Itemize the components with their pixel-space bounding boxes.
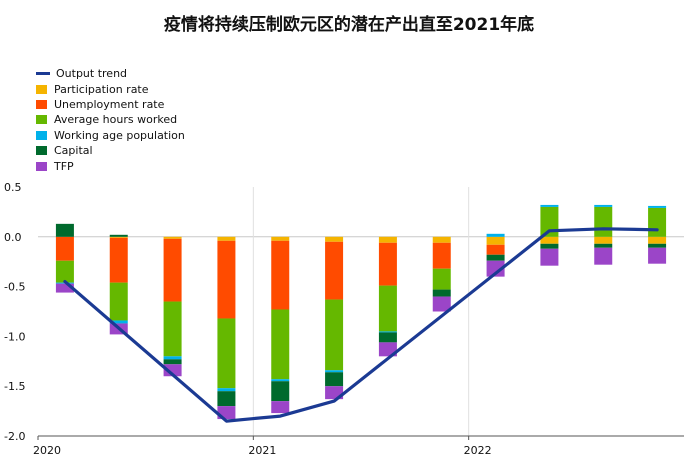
bar-segment-unemployment-rate (109, 237, 128, 283)
y-tick-label: 0.5 (4, 181, 22, 194)
bar-segment-capital (271, 381, 290, 402)
bar-segment-capital (378, 332, 397, 343)
bar-segment-capital (109, 234, 128, 237)
bar-segment-average-hours-worked (594, 206, 613, 237)
chart-legend: Output trend Participation rate Unemployme… (36, 66, 185, 174)
bar-segment-participation-rate (163, 236, 182, 239)
bar-segment-participation-rate (432, 236, 451, 243)
bar-segment-tfp (648, 247, 667, 264)
legend-item: Average hours worked (36, 112, 185, 127)
bar-segment-tfp (594, 247, 613, 265)
legend-label: Working age population (54, 128, 185, 142)
bar-segment-capital (648, 243, 667, 248)
x-tick-label: 2022 (464, 444, 492, 457)
y-tick-label: -2.0 (4, 430, 25, 443)
bar-segment-working-age-population (217, 388, 236, 392)
bar-segment-participation-rate (271, 236, 290, 241)
bar-segment-working-age-population (486, 233, 505, 237)
bar-segment-working-age-population (378, 331, 397, 333)
legend-item: Participation rate (36, 81, 185, 96)
output-trend-line (63, 227, 659, 423)
bar-segment-working-age-population (325, 370, 344, 373)
bar-segment-tfp (271, 401, 290, 414)
bar-segment-capital (486, 254, 505, 261)
bar-segment-participation-rate (594, 236, 613, 244)
legend-line-swatch (36, 72, 50, 76)
bar-segment-capital (163, 359, 182, 365)
bar-segment-average-hours-worked (271, 309, 290, 380)
legend-color-swatch (36, 130, 47, 140)
bar-segment-average-hours-worked (109, 282, 128, 321)
bar-segment-working-age-population (109, 320, 128, 324)
bar-segment-capital (432, 289, 451, 297)
legend-item: TFP (36, 158, 185, 173)
legend-label: Average hours worked (54, 113, 178, 127)
bar-segment-participation-rate (325, 236, 344, 242)
y-tick-label: -1.5 (4, 380, 25, 393)
legend-item: Output trend (36, 66, 185, 81)
bar-segment-unemployment-rate (325, 241, 344, 300)
legend-label: Capital (54, 144, 93, 158)
bar-segment-average-hours-worked (325, 299, 344, 371)
legend-color-swatch (36, 84, 47, 94)
x-tick-label: 2021 (248, 444, 276, 457)
bar-segment-tfp (55, 283, 74, 293)
x-tick-label: 2020 (33, 444, 61, 457)
legend-color-swatch (36, 99, 47, 109)
bar-segment-tfp (432, 296, 451, 312)
bar-segment-capital (325, 372, 344, 387)
bar-segment-unemployment-rate (432, 242, 451, 269)
bar-segment-participation-rate (540, 236, 559, 244)
legend-item: Working age population (36, 128, 185, 143)
bar-segment-participation-rate (648, 236, 667, 244)
legend-color-swatch (36, 115, 47, 125)
bar-segment-working-age-population (648, 205, 667, 208)
bar-segment-unemployment-rate (378, 242, 397, 286)
bar-segment-participation-rate (378, 236, 397, 243)
bar-segment-tfp (163, 364, 182, 377)
bar-segment-capital (55, 223, 74, 237)
bar-segment-working-age-population (540, 204, 559, 207)
y-tick-label: -0.5 (4, 281, 25, 294)
bar-segment-average-hours-worked (432, 268, 451, 290)
bar-segment-capital (594, 243, 613, 248)
bar-segment-unemployment-rate (55, 236, 74, 261)
bar-segment-capital (217, 391, 236, 407)
bar-segment-average-hours-worked (378, 285, 397, 332)
legend-item: Capital (36, 143, 185, 158)
bar-segment-unemployment-rate (217, 240, 236, 319)
legend-item: Unemployment rate (36, 97, 185, 112)
bar-segment-working-age-population (594, 204, 613, 207)
bar-segment-unemployment-rate (163, 238, 182, 302)
bar-segment-unemployment-rate (486, 244, 505, 255)
chart-title: 疫情将持续压制欧元区的潜在产出直至2021年底 (163, 15, 535, 35)
bar-segment-tfp (486, 260, 505, 277)
bar-segment-participation-rate (486, 236, 505, 245)
legend-label: Output trend (56, 67, 128, 81)
bar-segment-average-hours-worked (217, 318, 236, 389)
bar-segment-average-hours-worked (55, 260, 74, 283)
bar-segment-participation-rate (109, 236, 128, 238)
bar-segment-working-age-population (271, 379, 290, 382)
y-tick-label: -1.0 (4, 330, 25, 343)
legend-label: TFP (54, 159, 74, 173)
bar-segment-unemployment-rate (271, 240, 290, 310)
bar-segment-tfp (378, 342, 397, 357)
bar-segment-capital (540, 243, 559, 249)
bar-segment-tfp (540, 248, 559, 266)
legend-color-swatch (36, 161, 47, 171)
bar-segment-participation-rate (217, 236, 236, 241)
bar-segment-average-hours-worked (648, 207, 667, 237)
bar-segment-average-hours-worked (163, 301, 182, 357)
bar-segment-working-age-population (163, 356, 182, 360)
y-tick-label: 0.0 (4, 231, 22, 244)
legend-color-swatch (36, 146, 47, 156)
legend-label: Unemployment rate (54, 97, 165, 111)
legend-label: Participation rate (54, 82, 149, 96)
